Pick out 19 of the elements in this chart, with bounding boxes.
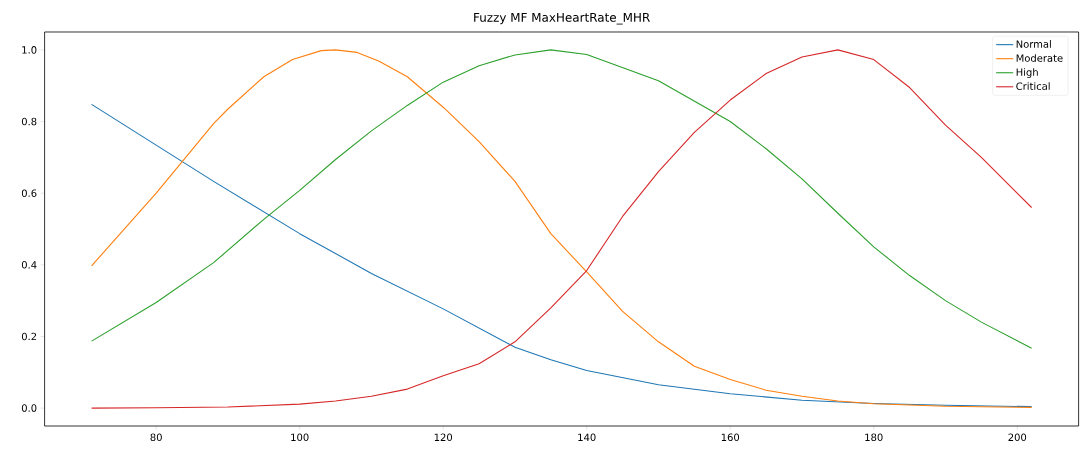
x-tick-label: 160 — [721, 433, 740, 442]
line-series — [91, 103, 1033, 408]
x-tick-label: 100 — [291, 433, 309, 442]
y-tick-label: 1.0 — [22, 46, 37, 54]
legend-label: High — [1016, 68, 1038, 78]
x-tick-label: 140 — [578, 433, 596, 442]
x-tick-label: 180 — [865, 433, 883, 442]
chart-title: Fuzzy MF MaxHeartRate_MHR — [474, 12, 650, 25]
legend-label: Critical — [1016, 82, 1050, 90]
y-tick-label: 0.0 — [21, 404, 37, 412]
x-tick-label: 80 — [150, 433, 162, 442]
y-tick-label: 0.6 — [21, 189, 37, 197]
legend-label: Normal — [1016, 40, 1051, 48]
y-tick-label: 0.4 — [21, 261, 37, 269]
x-tick-label: 200 — [1008, 433, 1027, 442]
x-tick-label: 120 — [434, 433, 453, 442]
y-tick-label: 0.2 — [21, 332, 37, 341]
y-tick-label: 0.8 — [21, 117, 37, 126]
legend-label: Moderate — [1016, 54, 1063, 62]
